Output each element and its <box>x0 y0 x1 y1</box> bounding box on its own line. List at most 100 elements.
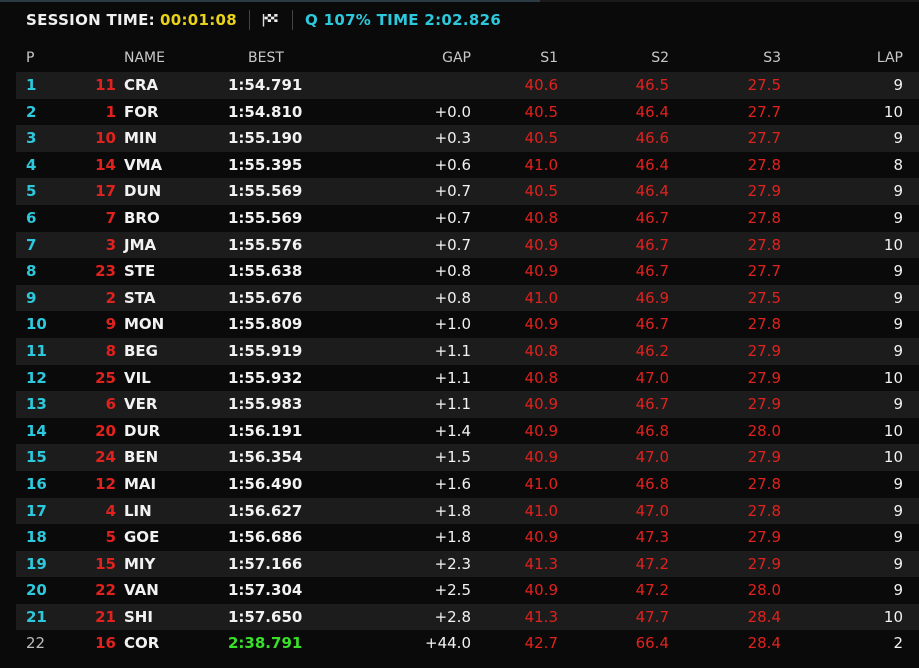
table-row: 14 20 DUR 1:56.191 +1.4 40.9 46.8 28.0 10 <box>16 418 919 445</box>
driver-position: 17 <box>26 501 47 520</box>
driver-name: SHI <box>124 607 153 626</box>
lap-count: 9 <box>893 528 903 547</box>
driver-name: BRO <box>124 208 160 227</box>
col-s2-header: S2 <box>651 50 669 66</box>
gap-to-leader: +2.3 <box>434 554 471 573</box>
best-lap-time: 1:56.627 <box>228 501 303 520</box>
sector-3-time: 27.9 <box>747 448 781 467</box>
best-lap-time: 1:55.569 <box>228 208 303 227</box>
car-number: 7 <box>105 208 116 227</box>
sector-1-time: 40.9 <box>524 528 558 547</box>
sector-3-time: 27.8 <box>747 155 781 174</box>
driver-position: 7 <box>26 235 37 254</box>
driver-name: MIY <box>124 554 156 573</box>
lap-count: 9 <box>893 315 903 334</box>
driver-name: FOR <box>124 102 159 121</box>
table-row: 6 7 BRO 1:55.569 +0.7 40.8 46.7 27.8 9 <box>16 205 919 232</box>
sector-2-time: 46.8 <box>635 421 669 440</box>
driver-position: 19 <box>26 554 47 573</box>
sector-1-time: 41.3 <box>524 554 558 573</box>
sector-3-time: 27.5 <box>747 288 781 307</box>
col-lap-header: LAP <box>876 50 903 66</box>
gap-to-leader: +0.8 <box>434 262 471 281</box>
driver-position: 3 <box>26 129 37 148</box>
driver-position: 22 <box>26 634 46 653</box>
lap-count: 10 <box>883 368 903 387</box>
sector-2-time: 47.2 <box>635 554 669 573</box>
sector-2-time: 46.7 <box>635 395 669 414</box>
best-lap-time: 1:57.166 <box>228 554 303 573</box>
driver-name: GOE <box>124 528 160 547</box>
best-lap-time: 1:55.576 <box>228 235 303 254</box>
lap-count: 10 <box>883 448 903 467</box>
sector-3-time: 27.5 <box>747 76 781 94</box>
session-header: SESSION TIME: 00:01:08 Q 107% TIME 2:02.… <box>0 6 919 34</box>
best-lap-time: 1:55.395 <box>228 155 303 174</box>
lap-count: 9 <box>893 554 903 573</box>
sector-3-time: 28.0 <box>747 421 781 440</box>
sector-1-time: 40.5 <box>524 129 558 148</box>
car-number: 23 <box>95 262 116 281</box>
best-lap-time: 1:54.791 <box>228 76 303 94</box>
driver-name: STE <box>124 262 156 281</box>
table-row: 1 11 CRA 1:54.791 40.6 46.5 27.5 9 <box>16 72 919 99</box>
best-lap-time: 1:56.354 <box>228 448 303 467</box>
car-number: 10 <box>95 129 116 148</box>
col-best-header: BEST <box>248 50 284 66</box>
table-body: 1 11 CRA 1:54.791 40.6 46.5 27.5 9 2 1 FOR 1:54.810… <box>16 72 919 657</box>
best-lap-time: 1:54.810 <box>228 102 303 121</box>
sector-1-time: 40.9 <box>524 262 558 281</box>
car-number: 9 <box>105 315 116 334</box>
gap-to-leader: +0.7 <box>434 208 471 227</box>
table-row: 9 2 STA 1:55.676 +0.8 41.0 46.9 27.5 9 <box>16 284 919 312</box>
top-divider <box>0 0 919 2</box>
header-separator-2 <box>292 10 294 30</box>
car-number: 11 <box>95 76 116 94</box>
car-number: 2 <box>105 288 116 307</box>
checkered-flag-icon <box>262 14 278 27</box>
lap-count: 9 <box>893 581 903 600</box>
best-lap-time: 1:55.809 <box>228 315 303 334</box>
table-row: 19 15 MIY 1:57.166 +2.3 41.3 47.2 27.9 9 <box>16 550 919 578</box>
best-lap-time: 1:55.190 <box>228 129 303 148</box>
lap-count: 10 <box>883 102 903 121</box>
sector-2-time: 46.7 <box>635 208 669 227</box>
col-name-header: NAME <box>124 50 165 66</box>
sector-3-time: 28.4 <box>747 634 781 653</box>
car-number: 5 <box>105 528 116 547</box>
sector-1-time: 40.9 <box>524 421 558 440</box>
table-row: 3 10 MIN 1:55.190 +0.3 40.5 46.6 27.7 9 <box>16 125 919 152</box>
sector-1-time: 40.8 <box>524 208 558 227</box>
best-lap-time: 1:57.650 <box>228 607 303 626</box>
lap-count: 9 <box>893 474 903 493</box>
gap-to-leader: +0.6 <box>434 155 471 174</box>
sector-1-time: 40.5 <box>524 102 558 121</box>
sector-2-time: 47.0 <box>635 368 669 387</box>
driver-position: 21 <box>26 607 47 626</box>
sector-2-time: 46.4 <box>635 102 669 121</box>
sector-2-time: 46.7 <box>635 315 669 334</box>
sector-2-time: 46.8 <box>635 474 669 493</box>
session-time-value: 00:01:08 <box>159 11 238 29</box>
driver-name: VIL <box>124 368 151 387</box>
gap-to-leader: +1.1 <box>434 368 471 387</box>
sector-1-time: 41.0 <box>524 501 558 520</box>
table-row: 11 8 BEG 1:55.919 +1.1 40.8 46.2 27.9 9 <box>16 337 919 365</box>
driver-position: 18 <box>26 528 47 547</box>
car-number: 8 <box>105 341 116 360</box>
driver-name: MAI <box>124 474 157 493</box>
table-row: 18 5 GOE 1:56.686 +1.8 40.9 47.3 27.9 9 <box>16 524 919 551</box>
gap-to-leader: +1.1 <box>434 341 471 360</box>
sector-3-time: 27.7 <box>747 102 781 121</box>
sector-2-time: 66.4 <box>635 634 669 653</box>
sector-1-time: 41.0 <box>524 474 558 493</box>
table-row: 17 4 LIN 1:56.627 +1.8 41.0 47.0 27.8 9 <box>16 497 919 525</box>
sector-3-time: 27.8 <box>747 235 781 254</box>
table-row: 12 25 VIL 1:55.932 +1.1 40.8 47.0 27.9 10 <box>16 365 919 392</box>
driver-name: DUR <box>124 421 161 440</box>
session-time-label: SESSION TIME: <box>26 11 155 29</box>
driver-name: VER <box>124 395 158 414</box>
sector-3-time: 28.4 <box>747 607 781 626</box>
car-number: 6 <box>105 395 116 414</box>
lap-count: 9 <box>893 262 903 281</box>
